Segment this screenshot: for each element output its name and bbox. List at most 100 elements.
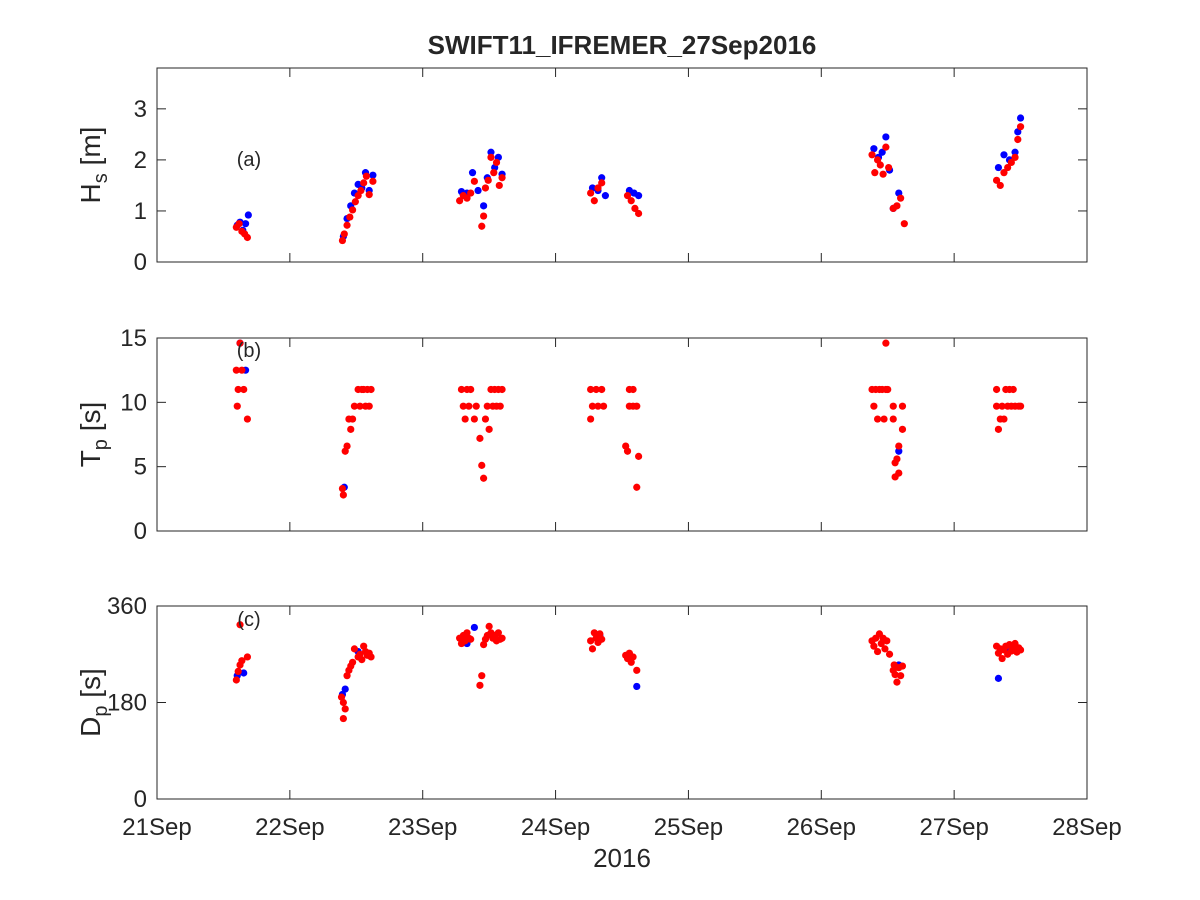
y-tick-label: 360 — [107, 593, 147, 620]
data-point-red — [588, 402, 597, 410]
x-tick-label: 28Sep — [1052, 814, 1121, 841]
data-point-red — [891, 671, 899, 679]
data-point-red — [496, 402, 504, 410]
data-point-blue — [635, 192, 643, 200]
y-tick-label: 0 — [134, 786, 147, 813]
data-point-blue — [244, 211, 252, 219]
data-point-red — [459, 402, 467, 410]
data-point-red — [880, 415, 888, 423]
data-point-red — [339, 698, 347, 707]
data-point-red — [478, 672, 486, 680]
data-point-red — [367, 385, 375, 394]
data-point-red — [348, 658, 357, 666]
data-point-blue — [994, 163, 1003, 172]
y-axis-label: Hs [m] — [75, 127, 112, 204]
data-point-red — [879, 170, 887, 178]
data-point-blue — [633, 682, 641, 691]
data-point-red — [483, 402, 491, 410]
data-point-red — [598, 635, 606, 643]
data-point-red — [350, 402, 359, 410]
data-point-red — [599, 402, 608, 410]
data-point-red — [234, 385, 242, 394]
data-point-red — [467, 189, 475, 197]
data-point-red — [494, 629, 502, 637]
series-red — [232, 621, 1025, 723]
data-point-red — [350, 645, 359, 653]
data-point-red — [339, 714, 347, 723]
data-point-red — [627, 197, 635, 205]
data-point-blue — [882, 133, 890, 141]
data-point-red — [870, 642, 878, 650]
data-point-red — [338, 484, 347, 493]
x-tick-label: 23Sep — [388, 814, 457, 841]
data-point-red — [598, 385, 606, 394]
data-point-red — [480, 474, 488, 482]
data-point-red — [882, 143, 890, 151]
data-point-red — [339, 491, 347, 499]
data-point-red — [1007, 158, 1015, 167]
data-point-blue — [601, 192, 609, 200]
data-point-red — [992, 402, 1001, 410]
data-point-red — [868, 151, 876, 159]
data-point-blue — [369, 171, 377, 179]
data-point-red — [348, 206, 357, 214]
data-point-red — [998, 654, 1006, 663]
data-point-red — [889, 402, 897, 410]
data-point-red — [357, 186, 365, 195]
data-point-red — [1009, 385, 1017, 394]
data-point-red — [895, 469, 903, 477]
y-tick-label: 1 — [134, 198, 147, 225]
y-axis-label-main: D — [75, 717, 106, 737]
y-axis-label-subscript: p — [90, 439, 112, 450]
panel-label: (b) — [237, 340, 261, 362]
data-point-blue — [487, 148, 495, 156]
data-point-red — [351, 198, 359, 206]
data-point-red — [470, 415, 478, 423]
y-axis-label-subscript: s — [90, 173, 112, 183]
x-tick-label: 24Sep — [521, 814, 590, 841]
data-point-red — [895, 442, 903, 450]
panel-3: 21Sep 22Sep 23Sep 24Sep 25Sep 26Sep 27Sep 28Sep… — [75, 593, 1122, 841]
data-point-red — [463, 194, 471, 202]
data-point-red — [623, 192, 632, 200]
y-axis-label: Tp [s] — [75, 402, 112, 468]
data-point-red — [889, 415, 897, 423]
data-point-red — [893, 202, 901, 210]
data-point-red — [481, 184, 490, 192]
data-point-red — [587, 189, 595, 197]
data-point-red — [1011, 153, 1019, 161]
data-point-red — [461, 415, 469, 423]
y-tick-label: 0 — [134, 518, 147, 545]
data-point-red — [467, 635, 475, 643]
data-point-red — [587, 415, 595, 423]
y-tick-label: 10 — [120, 389, 147, 416]
data-point-red — [243, 653, 252, 661]
data-point-red — [470, 177, 478, 185]
data-point-red — [478, 222, 486, 230]
x-tick-label: 21Sep — [122, 814, 191, 841]
data-point-red — [623, 447, 632, 455]
data-point-red — [235, 220, 243, 228]
data-point-red — [598, 179, 606, 187]
y-axis-label-unit: [s] — [75, 668, 106, 705]
data-point-red — [238, 366, 246, 374]
data-point-red — [367, 653, 375, 661]
data-point-red — [478, 461, 486, 469]
data-point-red — [484, 176, 492, 184]
data-point-red — [883, 637, 891, 645]
data-point-red — [873, 415, 882, 423]
data-point-red — [992, 385, 1001, 394]
data-point-red — [629, 385, 637, 394]
data-point-red — [348, 415, 357, 423]
data-point-red — [238, 657, 246, 665]
data-point-red — [996, 181, 1004, 190]
data-point-red — [998, 402, 1006, 410]
data-point-red — [884, 385, 892, 394]
data-point-red — [631, 204, 639, 212]
data-point-red — [340, 230, 348, 238]
data-point-red — [871, 169, 879, 177]
data-point-red — [633, 666, 641, 674]
x-tick-label: 25Sep — [654, 814, 723, 841]
data-point-blue — [895, 447, 903, 455]
